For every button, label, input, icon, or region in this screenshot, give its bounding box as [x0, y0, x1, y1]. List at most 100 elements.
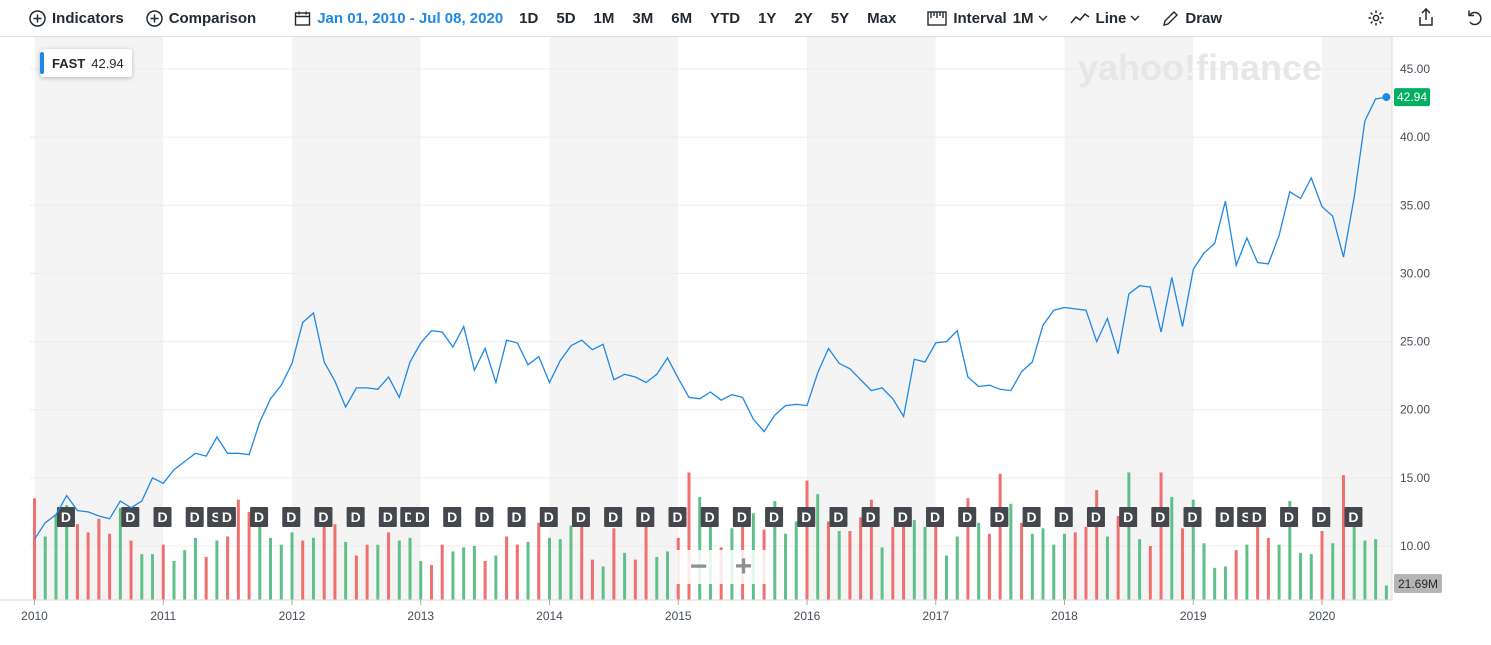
dividend-marker[interactable]: D — [153, 507, 172, 527]
volume-bar — [784, 533, 788, 600]
range-3m-button[interactable]: 3M — [632, 9, 654, 27]
range-6m-button[interactable]: 6M — [671, 9, 693, 27]
dividend-marker[interactable]: D — [1312, 507, 1331, 527]
dividend-marker[interactable]: D — [507, 507, 526, 527]
last-volume-tag-bg — [1394, 574, 1442, 593]
indicators-button[interactable]: Indicators — [29, 10, 124, 27]
volume-bar — [1191, 499, 1195, 600]
event-marker-label: D — [930, 509, 940, 525]
dividend-marker[interactable]: D — [1215, 507, 1234, 527]
event-marker-bg — [893, 507, 912, 527]
range-1d-button[interactable]: 1D — [519, 9, 539, 27]
dividend-marker[interactable]: D — [732, 507, 751, 527]
range-max-button[interactable]: Max — [867, 9, 897, 27]
dividend-marker[interactable]: D — [926, 507, 945, 527]
range-1m-button[interactable]: 1M — [593, 9, 615, 27]
volume-bar — [537, 522, 541, 600]
dividend-marker[interactable]: D — [1247, 507, 1266, 527]
event-marker-label: D — [640, 509, 650, 525]
volume-bar — [1363, 540, 1367, 600]
dividend-marker[interactable]: D — [604, 507, 623, 527]
settings-button[interactable] — [1367, 9, 1385, 31]
volume-bar — [655, 556, 659, 600]
interval-value: 1M — [1012, 9, 1034, 27]
dividend-marker[interactable]: D — [217, 507, 236, 527]
dividend-marker[interactable]: D — [700, 507, 719, 527]
volume-bar — [440, 544, 444, 600]
event-marker-label: D — [512, 509, 522, 525]
dividend-marker[interactable]: D — [314, 507, 333, 527]
zoom-control: − + — [676, 550, 766, 584]
dividend-marker[interactable]: D — [1022, 507, 1041, 527]
symbol-legend[interactable]: FAST 42.94 — [40, 49, 132, 77]
event-marker-label: D — [286, 509, 296, 525]
range-5d-button[interactable]: 5D — [556, 9, 576, 27]
event-marker-bg — [1022, 507, 1041, 527]
chart-type-dropdown[interactable]: Line — [1069, 10, 1141, 27]
dividend-marker[interactable]: D — [443, 507, 462, 527]
comparison-button[interactable]: Comparison — [145, 10, 256, 27]
dividend-marker[interactable]: D — [411, 507, 430, 527]
dividend-marker[interactable]: D — [1119, 507, 1138, 527]
dividend-marker[interactable]: D — [185, 507, 204, 527]
dividend-marker[interactable]: D — [668, 507, 687, 527]
volume-bar — [1266, 537, 1270, 600]
share-button[interactable] — [1418, 7, 1434, 30]
dividend-marker[interactable]: D — [475, 507, 494, 527]
dividend-marker[interactable]: D — [571, 507, 590, 527]
dividend-marker[interactable]: D — [539, 507, 558, 527]
year-band — [163, 36, 292, 600]
dividend-marker[interactable]: D — [1183, 507, 1202, 527]
dividend-marker[interactable]: D — [1054, 507, 1073, 527]
zoom-out-button[interactable]: − — [689, 550, 708, 583]
dividend-marker[interactable]: D — [636, 507, 655, 527]
range-ytd-button[interactable]: YTD — [710, 9, 741, 27]
draw-button[interactable]: Draw — [1162, 10, 1222, 27]
zoom-in-button[interactable]: + — [734, 550, 753, 583]
volume-bar — [451, 551, 455, 600]
year-band — [34, 36, 164, 600]
dividend-marker[interactable]: D — [893, 507, 912, 527]
dividend-marker[interactable]: D — [861, 507, 880, 527]
event-marker-bg — [378, 507, 397, 527]
dividend-marker[interactable]: D — [1086, 507, 1105, 527]
event-marker-bg — [443, 507, 462, 527]
reset-button[interactable] — [1467, 9, 1483, 31]
range-1y-button[interactable]: 1Y — [758, 9, 777, 27]
event-marker-label: D — [898, 509, 908, 525]
dividend-marker[interactable]: D — [990, 507, 1009, 527]
volume-bar — [1352, 514, 1356, 600]
dividend-marker[interactable]: D — [282, 507, 301, 527]
date-range-button[interactable]: Jan 01, 2010 - Jul 08, 2020 — [294, 10, 503, 27]
volume-bar — [633, 559, 637, 600]
volume-bar — [1331, 543, 1335, 600]
event-marker-bg — [507, 507, 526, 527]
dividend-marker[interactable]: D — [765, 507, 784, 527]
dividend-marker[interactable]: D — [121, 507, 140, 527]
event-marker-bg — [250, 507, 269, 527]
range-2y-button[interactable]: 2Y — [794, 9, 813, 27]
dividend-marker[interactable]: D — [346, 507, 365, 527]
dividend-marker[interactable]: D — [829, 507, 848, 527]
volume-bar — [183, 550, 187, 600]
calendar-icon — [294, 10, 311, 27]
x-tick-label: 2014 — [536, 609, 563, 623]
dividend-marker[interactable]: D — [1280, 507, 1299, 527]
range-5y-button[interactable]: 5Y — [830, 9, 850, 27]
event-marker-bg — [732, 507, 751, 527]
dividend-marker[interactable]: D — [958, 507, 977, 527]
dividend-marker[interactable]: D — [56, 507, 75, 527]
interval-dropdown[interactable]: Interval 1M — [927, 9, 1048, 27]
dividend-marker[interactable]: D — [1344, 507, 1363, 527]
dividend-marker[interactable]: D — [250, 507, 269, 527]
volume-bar — [344, 541, 348, 600]
volume-bar — [161, 544, 165, 600]
dividend-marker[interactable]: D — [378, 507, 397, 527]
dividend-marker[interactable]: D — [1151, 507, 1170, 527]
last-price-tag-text: 42.94 — [1397, 90, 1427, 104]
event-marker-bg — [1215, 507, 1234, 527]
dividend-marker[interactable]: D — [797, 507, 816, 527]
